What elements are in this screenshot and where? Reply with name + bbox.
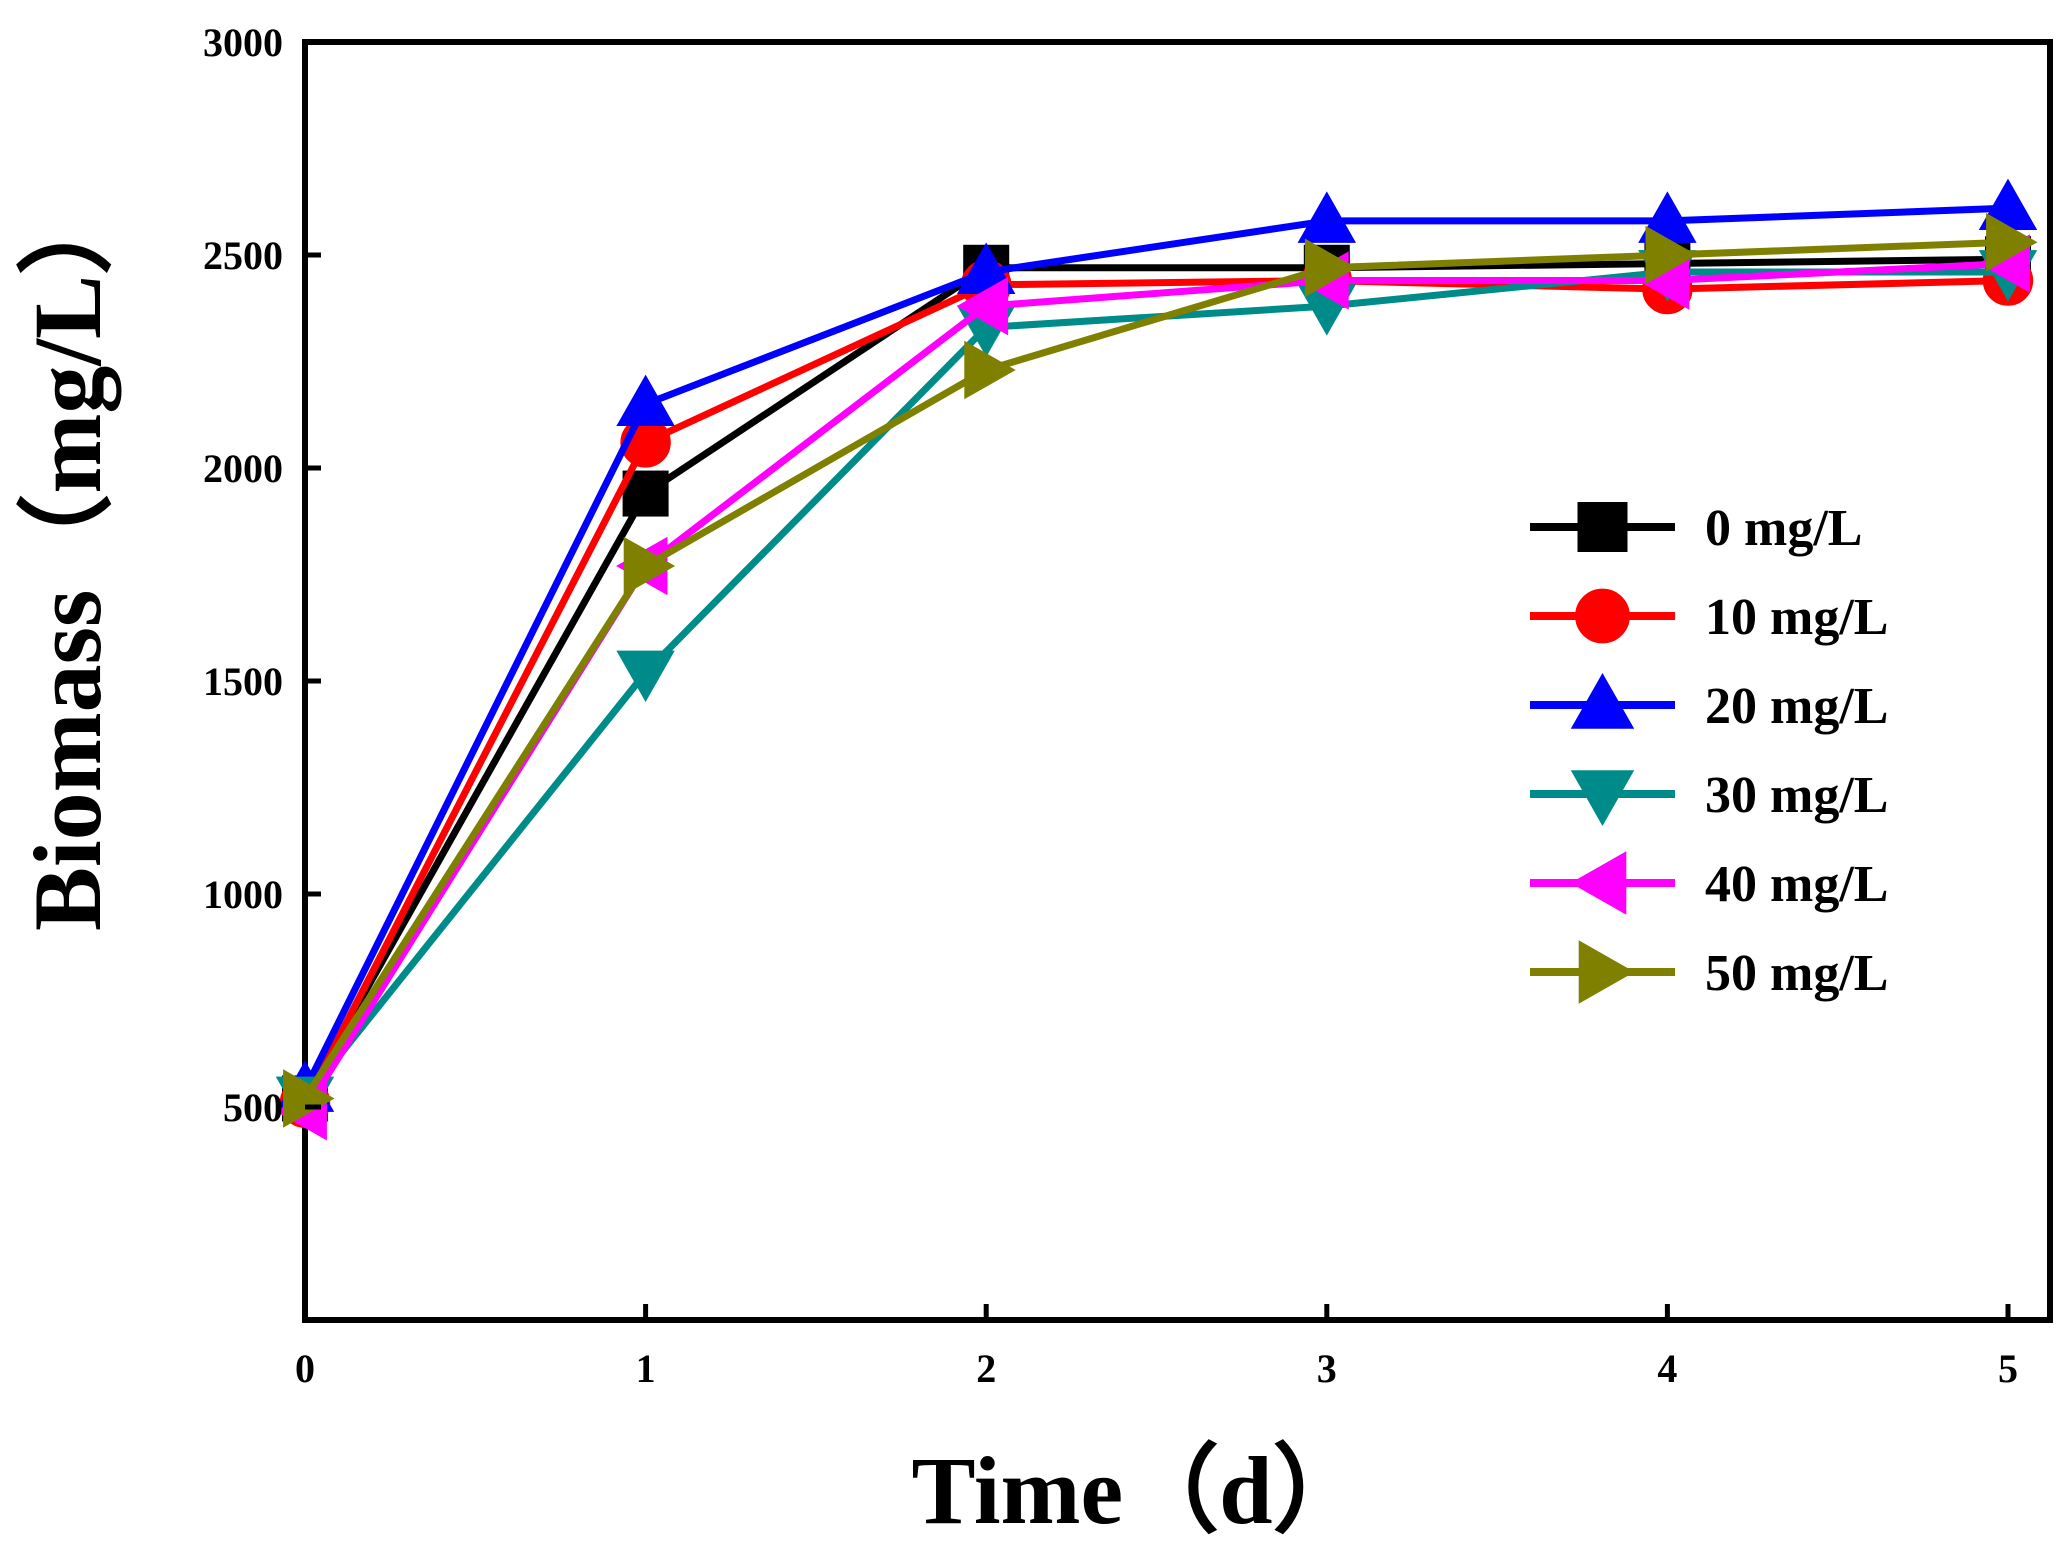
x-tick-label: 2	[976, 1346, 996, 1391]
legend-label: 20 mg/L	[1705, 678, 1888, 735]
data-point	[622, 470, 669, 517]
data-point	[1645, 225, 1697, 285]
data-point	[283, 1069, 335, 1128]
legend-marker	[1577, 502, 1628, 552]
y-axis-title: Biomass（mg/L）	[14, 179, 121, 931]
series-50-mg-l	[283, 213, 2038, 1128]
data-point	[623, 536, 676, 596]
legend-item: 50 mg/L	[1530, 940, 1888, 1004]
legend-item: 0 mg/L	[1530, 500, 1862, 557]
series-line	[302, 238, 2009, 1101]
x-tick-label: 0	[295, 1346, 315, 1391]
legend-label: 30 mg/L	[1705, 767, 1888, 824]
legend-marker	[1575, 588, 1630, 644]
legend: 0 mg/L 10 mg/L 20 mg/L 30 mg/L 40 mg/L 50 mg/…	[1530, 500, 1888, 1004]
series-line	[301, 204, 2009, 1092]
data-point	[1986, 213, 2038, 272]
legend-marker	[1570, 672, 1635, 729]
data-point	[964, 340, 1016, 400]
legend-label: 0 mg/L	[1705, 500, 1862, 557]
x-axis-title: Time（d）	[912, 1437, 1369, 1541]
y-tick-label: 1500	[203, 659, 283, 704]
legend-label: 40 mg/L	[1705, 856, 1888, 913]
x-tick-label: 4	[1657, 1346, 1677, 1391]
legend-label: 50 mg/L	[1705, 945, 1888, 1002]
series-line	[301, 255, 2009, 1101]
legend-item: 10 mg/L	[1530, 588, 1888, 646]
y-tick-label: 1000	[203, 872, 283, 917]
x-tick-label: 3	[1317, 1346, 1337, 1391]
legend-marker	[1570, 770, 1635, 827]
legend-item: 30 mg/L	[1530, 767, 1888, 827]
legend-marker	[1570, 851, 1627, 915]
data-point	[1297, 191, 1357, 243]
data-point	[616, 650, 675, 703]
series-line	[301, 277, 2009, 1105]
y-tick-label: 500	[223, 1085, 283, 1130]
y-tick-label: 2000	[203, 446, 283, 491]
legend-item: 20 mg/L	[1530, 672, 1888, 735]
y-tick-label: 3000	[203, 20, 283, 65]
x-tick-label: 1	[636, 1346, 656, 1391]
legend-marker	[1578, 940, 1635, 1004]
data-point	[1304, 238, 1357, 297]
y-tick-label: 2500	[203, 233, 283, 278]
data-point	[956, 276, 1009, 336]
legend-item: 40 mg/L	[1530, 851, 1888, 915]
x-tick-label: 5	[1998, 1346, 2018, 1391]
data-point	[616, 374, 675, 426]
legend-label: 10 mg/L	[1705, 589, 1888, 646]
